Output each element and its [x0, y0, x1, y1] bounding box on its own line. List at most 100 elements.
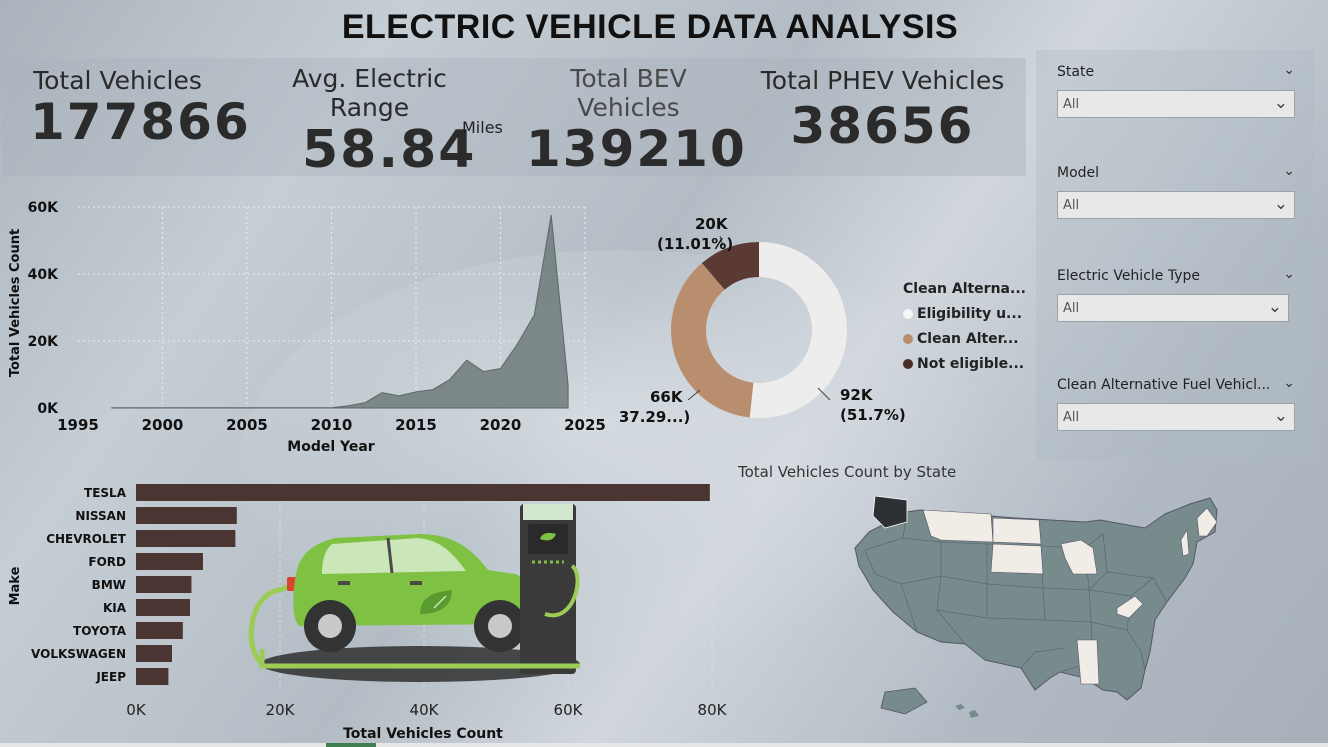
circle-icon	[903, 334, 913, 344]
slice-pct-label: (11.01%)	[657, 235, 733, 253]
category-label: TOYOTA	[73, 624, 127, 638]
map-title: Total Vehicles Count by State	[738, 463, 957, 481]
page-tab-bar	[0, 743, 1328, 747]
kpi-label: Total Vehicles	[33, 66, 202, 95]
category-label: VOLKSWAGEN	[31, 647, 126, 661]
chevron-down-icon[interactable]: ⌄	[1283, 375, 1295, 391]
slicer-value: All	[1063, 301, 1080, 316]
slicer-state[interactable]: State ⌄ All ⌄	[1057, 62, 1297, 118]
x-tick-label: 20K	[266, 701, 296, 719]
map-state-highlight	[922, 509, 994, 543]
category-label: NISSAN	[75, 509, 126, 523]
x-tick-label: 2025	[564, 416, 606, 434]
y-tick-label: 20K	[28, 334, 59, 350]
chevron-down-icon[interactable]: ⌄	[1283, 62, 1295, 78]
leader-line	[719, 235, 724, 247]
chevron-down-icon[interactable]: ⌄	[1283, 163, 1295, 179]
chevron-down-icon[interactable]: ⌄	[1283, 266, 1295, 282]
slicer-label: State	[1057, 64, 1095, 80]
x-tick-label: 2005	[226, 416, 268, 434]
category-label: TESLA	[84, 486, 127, 500]
leader-line	[817, 387, 831, 401]
slice-pct-label: (37.29...)	[620, 408, 690, 426]
category-label: BMW	[92, 578, 126, 592]
category-label: CHEVROLET	[46, 532, 127, 546]
donut-slice[interactable]	[701, 242, 759, 290]
kpi-label: Avg. Electric Range	[292, 64, 447, 122]
y-axis-title: Make	[8, 566, 23, 605]
map-state-highlight	[1116, 595, 1144, 619]
slicer-clean-fuel[interactable]: Clean Alternative Fuel Vehicl... ⌄ All ⌄	[1057, 375, 1297, 431]
map-state-highlight	[1196, 507, 1218, 537]
kpi-total-phev: Total PHEV Vehicles 38656	[760, 66, 1005, 154]
bar[interactable]	[136, 507, 237, 524]
legend-label: Eligibility u...	[917, 306, 1023, 322]
kpi-label: Total BEV Vehicles	[570, 64, 687, 122]
slicer-dropdown[interactable]: All ⌄	[1057, 90, 1295, 118]
slicer-ev-type[interactable]: Electric Vehicle Type ⌄ All ⌄	[1057, 266, 1297, 322]
chevron-down-icon: ⌄	[1267, 297, 1282, 317]
kpi-total-vehicles: Total Vehicles 177866	[30, 66, 251, 151]
legend-item[interactable]: Not eligible...	[903, 356, 1026, 372]
slice-value-label: 66K	[650, 388, 684, 406]
legend-label: Clean Alter...	[917, 331, 1019, 347]
bar[interactable]	[136, 484, 710, 501]
slice-pct-label: (51.7%)	[840, 406, 906, 424]
kpi-value: 139210	[526, 120, 747, 178]
filter-panel	[1036, 50, 1314, 460]
x-axis-title: Total Vehicles Count	[343, 726, 503, 742]
map-state-highlight	[1180, 529, 1190, 557]
bar[interactable]	[136, 530, 236, 547]
x-tick-label: 2010	[311, 416, 353, 434]
y-tick-label: 40K	[28, 267, 59, 283]
slicer-dropdown[interactable]: All ⌄	[1057, 191, 1295, 219]
donut-legend: Clean Alterna... Eligibility u... Clean …	[903, 281, 1026, 372]
bar[interactable]	[136, 668, 169, 685]
slice-value-label: 92K	[840, 386, 874, 404]
x-tick-label: 40K	[410, 701, 440, 719]
bar[interactable]	[136, 553, 203, 570]
y-tick-label: 0K	[37, 401, 59, 417]
kpi-band	[2, 58, 1026, 176]
category-label: JEEP	[95, 670, 126, 684]
x-tick-label: 2015	[395, 416, 437, 434]
legend-label: Not eligible...	[917, 356, 1025, 372]
map-alaska	[880, 687, 928, 715]
slicer-dropdown[interactable]: All ⌄	[1057, 403, 1295, 431]
map-hawaii	[955, 704, 979, 718]
page-title: ELECTRIC VEHICLE DATA ANALYSIS	[341, 8, 959, 46]
legend-item[interactable]: Clean Alter...	[903, 331, 1026, 347]
slicer-value: All	[1063, 198, 1080, 213]
kpi-label: Total PHEV Vehicles	[760, 66, 1005, 95]
legend-title: Clean Alterna...	[903, 281, 1026, 297]
bar[interactable]	[136, 599, 190, 616]
legend-item[interactable]: Eligibility u...	[903, 306, 1026, 322]
slice-value-label: 20K	[695, 215, 729, 233]
kpi-value: 38656	[790, 97, 975, 155]
map-state-highlight	[1060, 539, 1098, 575]
donut-slice[interactable]	[671, 263, 754, 418]
slicer-dropdown[interactable]: All ⌄	[1057, 294, 1289, 322]
bar[interactable]	[136, 645, 172, 662]
area-series	[111, 214, 569, 409]
kpi-unit: Miles	[462, 118, 503, 137]
slicer-label: Electric Vehicle Type	[1057, 268, 1201, 284]
circle-icon	[903, 359, 913, 369]
slicer-value: All	[1063, 97, 1080, 112]
kpi-value: 177866	[30, 93, 251, 151]
map-state-highlight	[990, 543, 1044, 575]
circle-icon	[903, 309, 913, 319]
slicer-model[interactable]: Model ⌄ All ⌄	[1057, 163, 1297, 219]
map-state-highlight	[1076, 639, 1100, 685]
active-page-tab[interactable]	[326, 743, 376, 747]
x-tick-label: 1995	[57, 416, 99, 434]
category-label: FORD	[88, 555, 126, 569]
donut-slice[interactable]	[749, 242, 847, 418]
x-tick-label: 80K	[698, 701, 728, 719]
chevron-down-icon: ⌄	[1273, 194, 1288, 214]
x-tick-label: 2000	[142, 416, 184, 434]
bar[interactable]	[136, 622, 183, 639]
bar[interactable]	[136, 576, 192, 593]
slicer-label: Model	[1057, 165, 1100, 181]
slicer-label: Clean Alternative Fuel Vehicl...	[1057, 377, 1271, 393]
